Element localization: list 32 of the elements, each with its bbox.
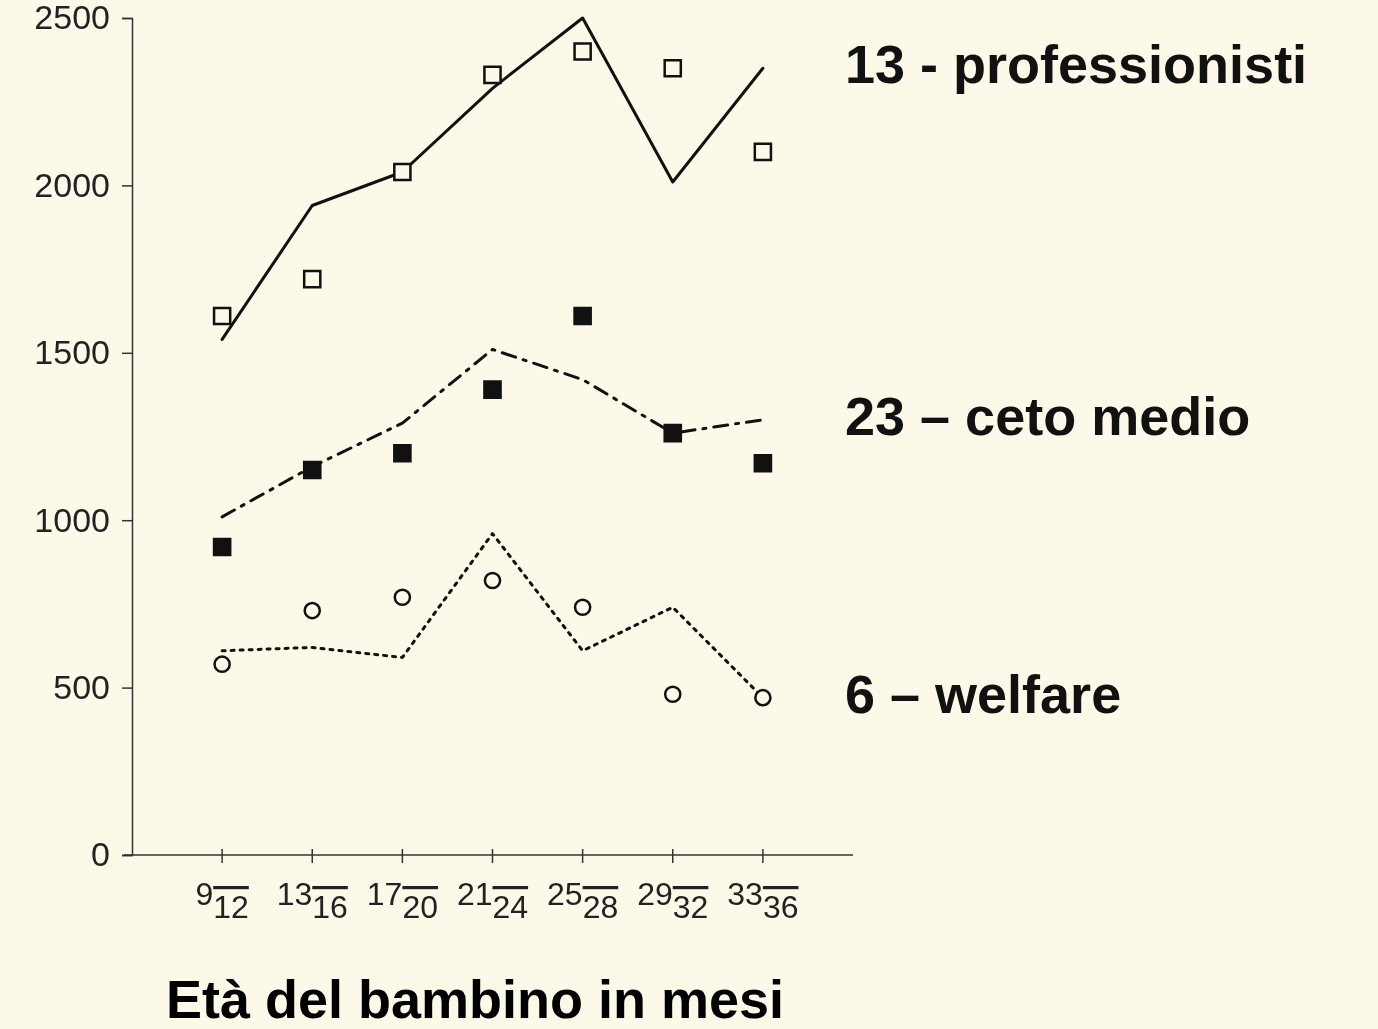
point <box>573 598 592 617</box>
point <box>754 688 772 707</box>
point <box>393 588 412 607</box>
point <box>213 655 231 673</box>
series-label: 23 – ceto medio <box>845 385 1251 446</box>
point <box>663 58 683 78</box>
y-tick-label: 500 <box>53 667 110 706</box>
series-label: 6 – welfare <box>845 663 1122 724</box>
point <box>393 443 412 463</box>
point <box>212 537 232 557</box>
point <box>302 460 322 480</box>
point <box>483 571 502 590</box>
series-label: 13 - professionisti <box>845 34 1308 95</box>
point <box>753 142 773 162</box>
point <box>573 306 592 326</box>
x-axis-title: Età del bambino in mesi <box>165 969 785 1029</box>
y-tick-label: 2500 <box>34 0 110 37</box>
point <box>302 269 322 289</box>
point <box>393 162 412 182</box>
line-series <box>220 347 765 519</box>
point <box>303 601 322 620</box>
y-tick-label: 1000 <box>34 500 110 539</box>
y-tick-label: 1500 <box>34 333 110 372</box>
point <box>663 685 682 704</box>
point <box>753 453 773 473</box>
y-tick-label: 2000 <box>34 165 110 204</box>
point <box>212 306 232 326</box>
point <box>483 380 502 399</box>
point <box>483 65 502 85</box>
point <box>663 423 683 443</box>
point <box>573 42 592 61</box>
y-tick-label: 0 <box>91 835 110 874</box>
